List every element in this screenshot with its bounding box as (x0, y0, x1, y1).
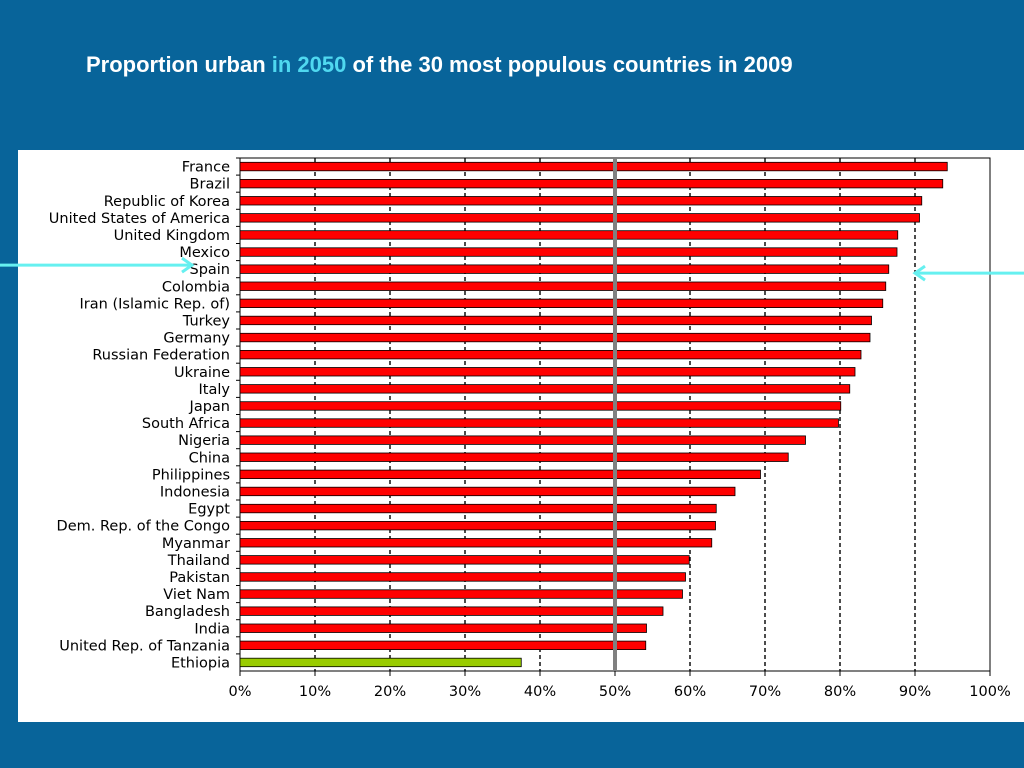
bar (239, 281, 887, 291)
category-label: Egypt (188, 502, 230, 518)
bar (239, 555, 690, 565)
x-tick-label: 0% (228, 684, 251, 700)
bar (239, 196, 923, 206)
category-label: Republic of Korea (104, 194, 230, 210)
bar (239, 213, 920, 223)
category-label: France (182, 160, 230, 176)
category-label: Turkey (182, 313, 231, 329)
bar (239, 418, 839, 428)
bar (239, 161, 948, 172)
x-tick-label: 40% (524, 684, 556, 700)
bar (239, 384, 851, 394)
bar (239, 367, 856, 377)
bar (239, 332, 871, 343)
category-label: China (189, 450, 230, 466)
category-label: United Rep. of Tanzania (59, 638, 230, 654)
category-label: South Africa (142, 416, 230, 432)
category-label: India (194, 621, 230, 637)
bar (239, 230, 899, 240)
x-tick-label: 100% (969, 684, 1010, 700)
category-label: Colombia (162, 279, 230, 295)
category-label: Japan (189, 399, 230, 415)
x-tick-label: 90% (899, 684, 931, 700)
title-highlight: in 2050 (271, 52, 347, 77)
category-label: Viet Nam (163, 587, 230, 603)
bar (239, 435, 806, 445)
urban-proportion-bar-chart: 0% 10% 20% 30% 40% 50% 60% 70% 80% 90% 100%FranceB… (49, 157, 1011, 700)
bar (239, 589, 683, 599)
category-label: Italy (199, 382, 231, 398)
bar (239, 520, 716, 531)
category-label: Russian Federation (92, 348, 230, 364)
bar (239, 401, 842, 411)
category-label: Iran (Islamic Rep. of) (80, 296, 230, 312)
category-label: Indonesia (160, 484, 230, 500)
category-label: United Kingdom (114, 228, 230, 244)
category-label: Ethiopia (171, 655, 230, 671)
bar (239, 315, 872, 326)
category-label: Mexico (179, 245, 230, 261)
category-label: Spain (189, 262, 230, 278)
bar (239, 298, 884, 309)
bar (239, 657, 522, 668)
bar (239, 538, 713, 548)
slide-title: Proportion urban in 2050 of the 30 most … (86, 52, 793, 78)
bar (239, 247, 898, 257)
title-part-1: Proportion urban (86, 52, 272, 77)
x-tick-label: 60% (674, 684, 706, 700)
bar (239, 486, 736, 497)
x-tick-label: 20% (374, 684, 406, 700)
category-label: Myanmar (162, 536, 230, 552)
category-label: Dem. Rep. of the Congo (57, 519, 231, 535)
bar (239, 349, 862, 360)
bar (239, 469, 761, 480)
category-label: Ukraine (174, 365, 230, 381)
bar (239, 606, 664, 616)
category-label: Philippines (152, 467, 230, 483)
bar (239, 264, 890, 274)
x-tick-label: 30% (449, 684, 481, 700)
category-label: Brazil (190, 177, 230, 193)
x-tick-label: 80% (824, 684, 856, 700)
category-label: Bangladesh (145, 604, 230, 620)
bar (239, 640, 647, 651)
x-tick-label: 10% (299, 684, 331, 700)
bar (239, 503, 717, 514)
category-label: Pakistan (169, 570, 230, 586)
category-label: Germany (163, 331, 230, 347)
category-label: Nigeria (178, 433, 230, 449)
bar (239, 623, 647, 633)
chart-panel: 0% 10% 20% 30% 40% 50% 60% 70% 80% 90% 100% France B… (18, 150, 1024, 722)
category-label: Thailand (167, 553, 230, 569)
x-tick-label: 50% (599, 684, 631, 700)
category-label: United States of America (49, 211, 230, 227)
bar (239, 572, 686, 582)
title-part-2: of the 30 most populous countries in 200… (346, 52, 793, 77)
bar (239, 178, 944, 189)
x-tick-label: 70% (749, 684, 781, 700)
bar (239, 452, 789, 462)
